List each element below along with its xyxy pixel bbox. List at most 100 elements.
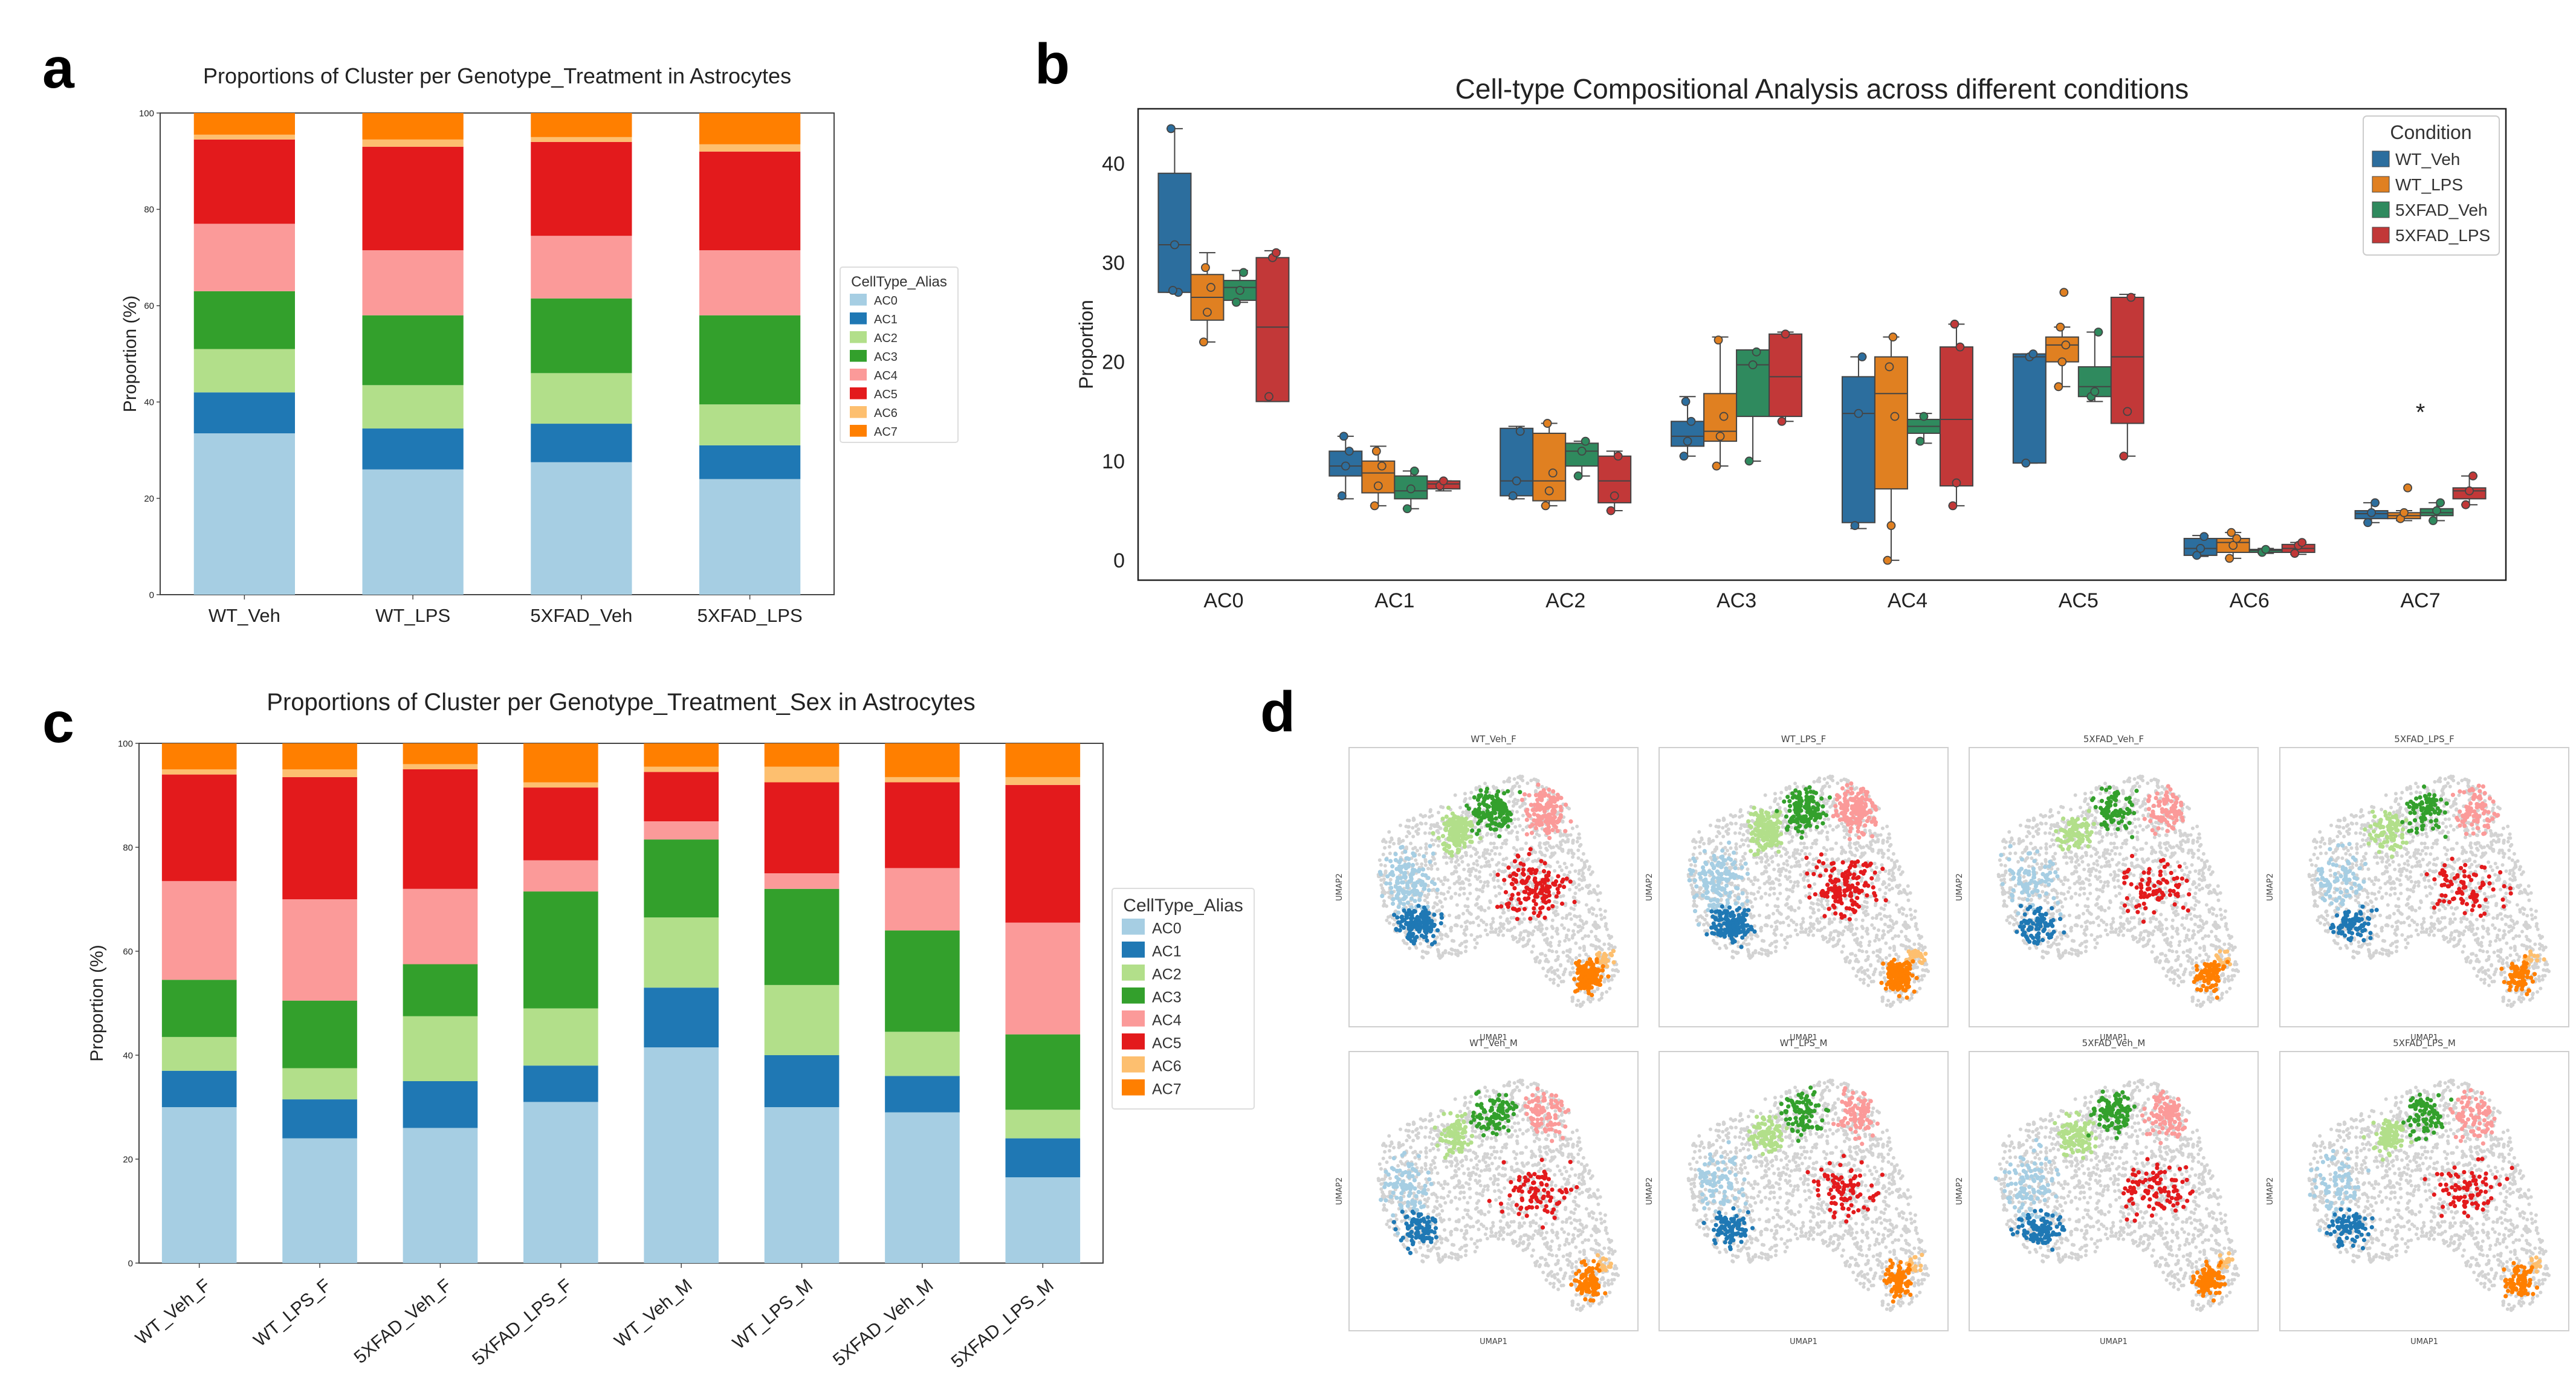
- umap-cell-grey: [1769, 887, 1773, 891]
- umap-cell-grey: [1581, 1000, 1585, 1004]
- umap-cell-grey: [1767, 863, 1771, 867]
- umap-cell-grey: [1507, 893, 1512, 897]
- umap-cell-grey: [1783, 946, 1787, 950]
- umap-cell-AC3: [1813, 818, 1817, 823]
- umap-cell-grey: [1489, 873, 1493, 877]
- umap-cell-grey: [1882, 970, 1886, 974]
- umap-cell-AC0: [1405, 884, 1410, 888]
- data-point: [1341, 461, 1350, 471]
- umap-cell-grey: [1414, 829, 1419, 833]
- umap-cell-grey: [1805, 863, 1809, 867]
- umap-cell-grey: [1828, 937, 1832, 941]
- umap-cell-AC2: [1455, 824, 1460, 829]
- umap-cell-AC5: [1506, 904, 1510, 910]
- umap-cell-grey: [1719, 841, 1723, 845]
- umap-cell-grey: [1775, 925, 1779, 929]
- umap-cell-AC0: [1726, 856, 1731, 861]
- umap-cell-grey: [1920, 974, 1924, 978]
- umap-cell-grey: [1787, 855, 1791, 859]
- umap-cell-grey: [1901, 997, 1905, 1001]
- umap-cell-AC0: [1396, 910, 1401, 915]
- umap-cell-grey: [1480, 890, 1484, 894]
- umap-cell-grey: [1449, 929, 1453, 933]
- umap-cell-grey: [1489, 832, 1493, 836]
- umap-cell-grey: [1874, 902, 1878, 906]
- data-point: [1948, 501, 1958, 511]
- umap-cell-grey: [1566, 959, 1570, 963]
- umap-cell-grey: [1830, 847, 1834, 851]
- umap-cell-AC0: [1393, 858, 1398, 862]
- umap-cell-grey: [1550, 935, 1554, 939]
- umap-cell-grey: [1573, 922, 1577, 926]
- umap-cell-AC3: [1508, 812, 1513, 817]
- data-point: [2119, 451, 2129, 461]
- umap-cell-grey: [1769, 856, 1773, 860]
- umap-cell-grey: [1556, 932, 1560, 936]
- umap-cell-AC2: [1761, 837, 1765, 842]
- box-AC5-WT_LPS: [2045, 288, 2079, 392]
- umap-cell-AC0: [1700, 865, 1706, 870]
- umap-cell-AC0: [1385, 874, 1390, 879]
- umap-cell-AC4: [1539, 820, 1544, 826]
- umap-cell-AC5: [1559, 901, 1565, 906]
- data-point: [2196, 544, 2205, 553]
- legend-label-5XFAD_Veh: 5XFAD_Veh: [2395, 201, 2488, 219]
- umap-cell-grey: [1496, 879, 1500, 883]
- umap-cell-grey: [1512, 817, 1516, 821]
- umap-cell-grey: [1756, 890, 1760, 894]
- umap-cell-grey: [1552, 911, 1556, 915]
- umap-cell-grey: [1721, 816, 1726, 821]
- umap-cell-grey: [1515, 835, 1519, 839]
- umap-cell-grey: [1576, 998, 1581, 1003]
- data-point: [2123, 407, 2132, 416]
- umap-cell-grey: [1717, 818, 1721, 823]
- umap-cell-grey: [1865, 905, 1869, 910]
- umap-cell-grey: [1794, 860, 1799, 864]
- umap-cell-grey: [1590, 906, 1594, 910]
- umap-cell-grey: [1557, 943, 1561, 948]
- umap-cell-AC2: [1451, 816, 1456, 821]
- umap-cell-grey: [1457, 863, 1461, 867]
- umap-cell-AC4: [1524, 809, 1529, 813]
- umap-cell-AC0: [1702, 848, 1707, 854]
- umap-cell-grey: [1449, 895, 1454, 899]
- legend-swatch-AC4: [1122, 1010, 1145, 1027]
- umap-cell-AC1: [1426, 920, 1431, 925]
- umap-cell-grey: [1727, 853, 1732, 857]
- umap-cell-grey: [1726, 832, 1730, 836]
- x-tick-label: AC5: [2059, 589, 2099, 612]
- umap-cell-AC3: [1502, 791, 1507, 796]
- data-point: [1371, 447, 1381, 456]
- umap-cell-grey: [1758, 886, 1762, 890]
- umap-cell-grey: [1457, 951, 1461, 955]
- umap-cell-grey: [1597, 998, 1601, 1002]
- umap-cell-AC4: [1547, 802, 1552, 807]
- umap-cell-AC2: [1444, 843, 1449, 848]
- umap-cell-AC0: [1420, 867, 1426, 872]
- umap-cell-grey: [1898, 890, 1902, 894]
- umap-cell-grey: [1424, 847, 1428, 851]
- legend-label-AC7: AC7: [874, 425, 898, 439]
- umap-cell-grey: [1559, 963, 1563, 968]
- x-tick-label: AC0: [1203, 589, 1243, 612]
- umap-cell-grey: [1518, 876, 1523, 880]
- umap-cell-AC0: [1718, 876, 1723, 881]
- umap-cell-grey: [1515, 848, 1519, 852]
- umap-cell-grey: [1897, 910, 1901, 914]
- umap-cell-AC5: [1516, 891, 1521, 896]
- umap-cell-AC1: [1416, 903, 1421, 908]
- umap-cell-grey: [1570, 826, 1574, 830]
- umap-cell-grey: [1556, 954, 1560, 958]
- bar-segment-AC5: [362, 146, 464, 251]
- umap-cell-grey: [1705, 921, 1709, 925]
- data-point: [1438, 476, 1448, 486]
- umap-cell-grey: [1593, 989, 1597, 994]
- umap-cell-AC3: [1799, 798, 1804, 804]
- umap-cell-grey: [1843, 957, 1847, 961]
- umap-cell-grey: [1876, 873, 1880, 877]
- umap-cell-grey: [1517, 784, 1521, 789]
- umap-cell-grey: [1694, 840, 1698, 844]
- umap-cell-AC2: [1460, 835, 1466, 840]
